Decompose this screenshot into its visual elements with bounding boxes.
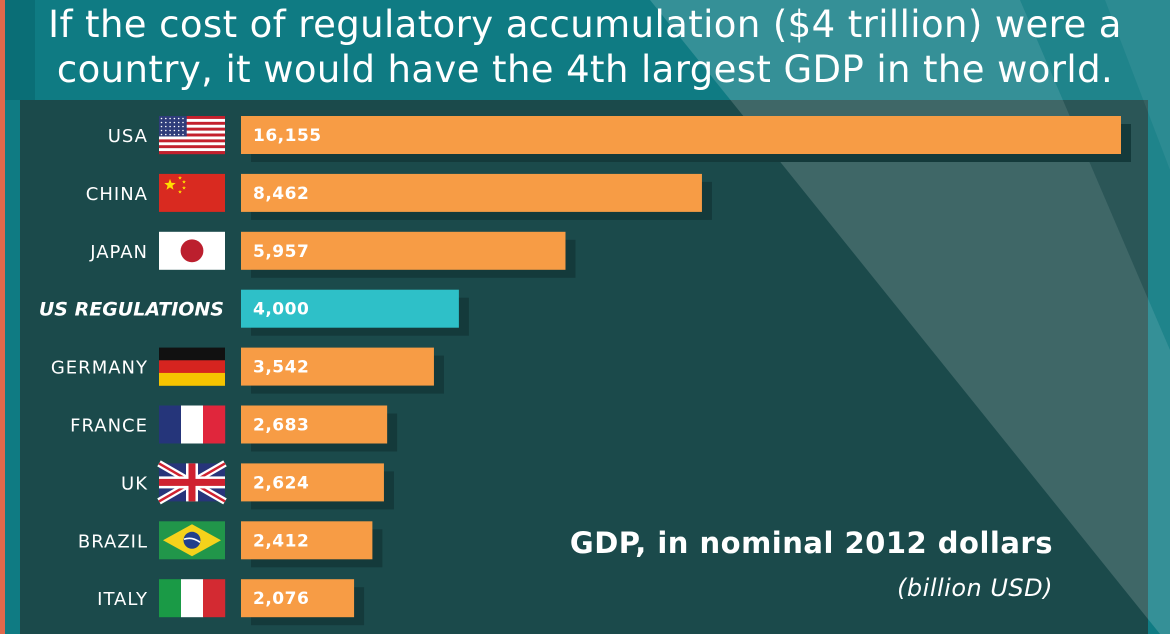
title-line-1: If the cost of regulatory accumulation (… <box>48 3 1122 46</box>
left-edge-stripe <box>0 0 5 634</box>
category-label-china: CHINA <box>86 184 148 205</box>
brazil-flag-icon <box>159 521 225 560</box>
diagonal-beam-3 <box>1105 0 1170 170</box>
bar-brazil <box>241 521 373 560</box>
chart-unit-note: (billion USD) <box>897 574 1053 602</box>
category-label-usa: USA <box>108 126 148 147</box>
chart-note: GDP, in nominal 2012 dollars <box>569 526 1053 560</box>
bar-germany <box>241 347 434 386</box>
china-flag-icon <box>159 173 225 212</box>
value-label-japan: 5,957 <box>253 242 309 262</box>
value-label-italy: 2,076 <box>253 589 309 609</box>
value-label-france: 2,683 <box>253 416 309 436</box>
bars-group: 16,155 USA 8,462 CHINA 5,957 JAPAN 4,000 US REG… <box>39 116 1131 626</box>
diagonal-beam-2 <box>1020 0 1170 350</box>
bar-japan <box>241 231 566 270</box>
value-label-uk: 2,624 <box>253 473 309 493</box>
category-label-germany: GERMANY <box>51 358 148 379</box>
value-label-brazil: 2,412 <box>253 531 309 551</box>
category-label-brazil: BRAZIL <box>78 531 148 552</box>
category-label-france: FRANCE <box>70 416 148 437</box>
category-label-us-regulations: US REGULATIONS <box>39 299 224 321</box>
value-label-usa: 16,155 <box>253 126 322 146</box>
japan-flag-icon <box>159 231 225 270</box>
category-label-uk: UK <box>121 473 148 494</box>
uk-flag-icon <box>157 460 227 505</box>
title-line-2: country, it would have the 4th largest G… <box>56 48 1114 91</box>
bar-usa <box>241 116 1121 154</box>
top-left-stripe <box>5 0 35 100</box>
value-label-germany: 3,542 <box>253 358 309 378</box>
page-title: If the cost of regulatory accumulation (… <box>20 2 1150 92</box>
bar-us-regulations <box>241 289 459 328</box>
italy-flag-icon <box>159 579 226 618</box>
bar-france <box>241 405 388 444</box>
bar-china <box>241 173 702 212</box>
france-flag-icon <box>159 405 226 444</box>
category-label-japan: JAPAN <box>89 242 148 263</box>
category-label-italy: ITALY <box>97 589 148 610</box>
usa-flag-icon <box>159 116 225 155</box>
value-label-china: 8,462 <box>253 184 309 204</box>
bar-italy <box>241 579 355 618</box>
germany-flag-icon <box>159 347 225 386</box>
bar-uk <box>241 463 384 502</box>
value-label-us-regulations: 4,000 <box>253 300 309 320</box>
